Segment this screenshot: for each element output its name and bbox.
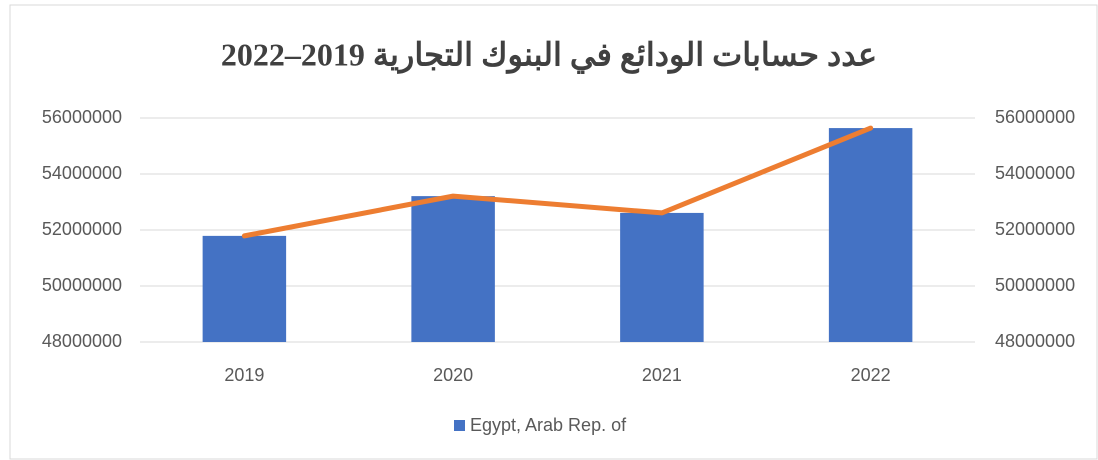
y-tick-label: 48000000 (42, 331, 122, 351)
x-tick-label: 2020 (433, 365, 473, 385)
y2-tick-label: 56000000 (995, 107, 1075, 127)
bar (828, 128, 913, 342)
x-tick-label: 2021 (642, 365, 682, 385)
chart-border (9, 4, 1098, 460)
line (241, 125, 874, 239)
bar (411, 196, 495, 342)
y-tick-label: 54000000 (42, 163, 122, 183)
bar (202, 235, 287, 342)
bar (620, 212, 704, 342)
y2-tick-label: 54000000 (995, 163, 1075, 183)
chart-title: عدد حسابات الودائع في البنوك التجارية 20… (221, 36, 877, 74)
legend-swatch (454, 420, 465, 431)
y2-tick-label: 48000000 (995, 331, 1075, 351)
legend-label: Egypt, Arab Rep. of (470, 415, 627, 435)
x-tick-label: 2019 (224, 365, 264, 385)
y-tick-label: 52000000 (42, 219, 122, 239)
x-tick-label: 2022 (851, 365, 891, 385)
y-tick-label: 50000000 (42, 275, 122, 295)
y2-tick-label: 50000000 (995, 275, 1075, 295)
y-tick-label: 56000000 (42, 107, 122, 127)
y2-tick-label: 52000000 (995, 219, 1075, 239)
